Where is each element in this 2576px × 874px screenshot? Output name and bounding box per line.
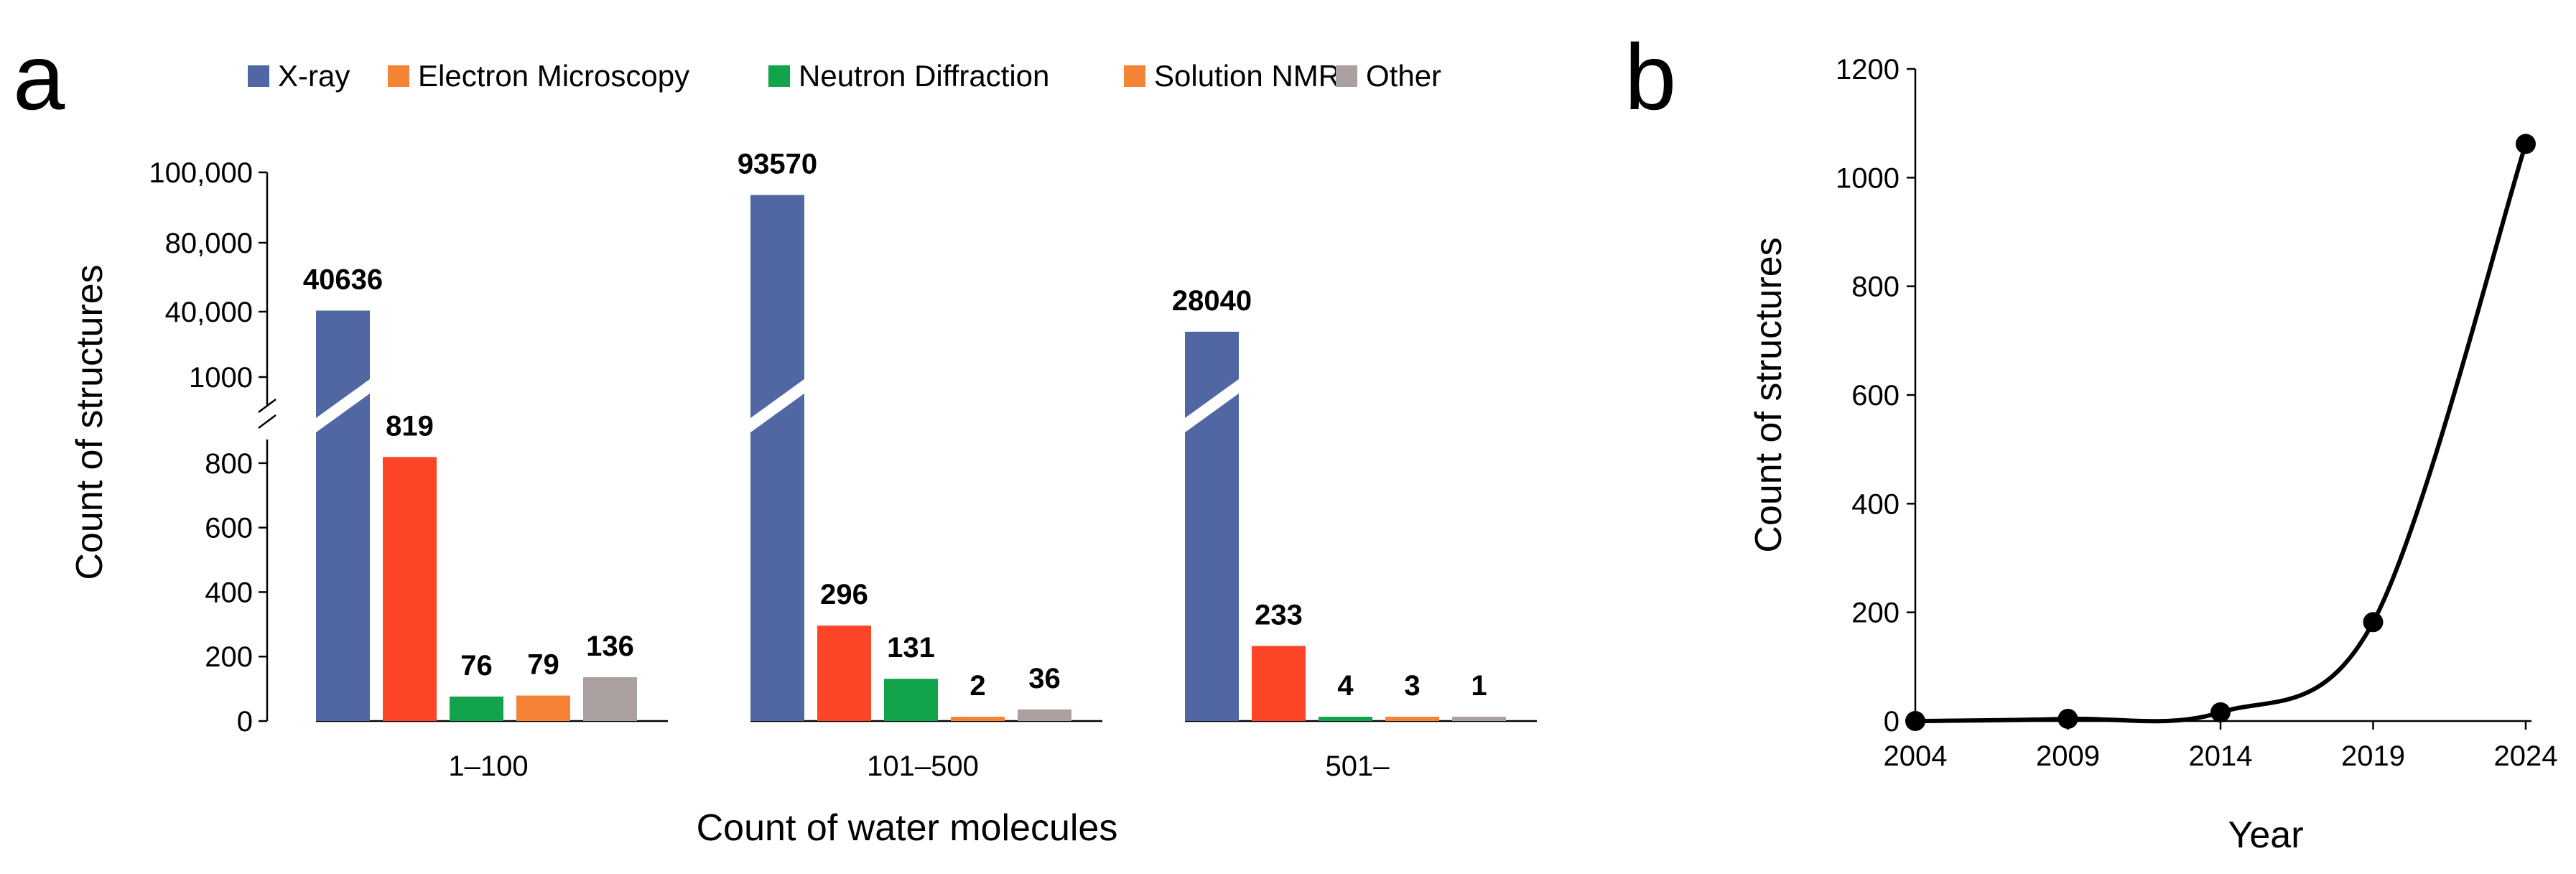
- bar-neutron-diffraction-3: [1319, 717, 1372, 721]
- panel-a-y-tick-label: 40,000: [165, 297, 253, 328]
- panel-b-y-tick-label: 600: [1851, 380, 1900, 412]
- data-label-x-ray-1: 40636: [303, 264, 383, 295]
- panel-b-line-chart: 0 200 400 600 800 1000 1200 2004 2009 2014 2019 202…: [1748, 54, 2557, 856]
- panel-b-y-tick-label: 400: [1851, 488, 1900, 520]
- legend-swatch-x-ray: [248, 65, 269, 87]
- data-label-neutron-diffraction-2: 131: [887, 632, 935, 664]
- panel-a-bars: [313, 195, 1506, 722]
- data-label-other-2: 36: [1028, 663, 1061, 694]
- data-label-x-ray-2: 93570: [738, 149, 817, 180]
- panel-a-y-tick-label: 200: [205, 641, 253, 673]
- bar-other-2: [1018, 709, 1071, 721]
- data-label-x-ray-3: 28040: [1172, 285, 1252, 317]
- data-label-solution-nmr-2: 2: [970, 670, 985, 702]
- bar-x-ray-2: [750, 195, 804, 722]
- data-label-other-3: 1: [1471, 670, 1487, 702]
- data-point-2019: [2363, 612, 2384, 633]
- panel-a-bar-chart: X-ray Electron Microscopy Neutron Diffract…: [69, 59, 1537, 849]
- bar-neutron-diffraction-1: [450, 696, 503, 721]
- legend-label-x-ray: X-ray: [278, 59, 350, 93]
- data-point-2009: [2057, 708, 2078, 729]
- panel-b-y-tick-label: 0: [1884, 706, 1900, 738]
- legend-swatch-solution-nmr: [1124, 65, 1145, 87]
- legend-label-electron-microscopy: Electron Microscopy: [418, 59, 689, 93]
- legend-label-other: Other: [1366, 59, 1441, 93]
- panel-b-x-tick-label: 2009: [2036, 740, 2100, 772]
- panel-a-x-tick-label: 101–500: [867, 750, 979, 782]
- panel-a-letter: a: [13, 24, 65, 129]
- bar-solution-nmr-3: [1385, 717, 1439, 721]
- data-label-neutron-diffraction-1: 76: [460, 650, 493, 682]
- panel-b-y-tick-label: 800: [1851, 271, 1900, 303]
- data-label-electron-microscopy-2: 296: [820, 579, 868, 610]
- panel-a-y-tick-label: 600: [205, 513, 253, 544]
- panel-a-x-tick-label: 1–100: [448, 750, 528, 782]
- data-label-electron-microscopy-3: 233: [1255, 599, 1303, 631]
- panel-a-y-tick-label: 1000: [189, 362, 253, 394]
- data-label-electron-microscopy-1: 819: [386, 410, 434, 442]
- panel-a-data-labels: 40636 93570 28040 819 296 233 76 131 4 79 2 3 136 36 1: [303, 149, 1487, 702]
- panel-b-letter: b: [1624, 24, 1676, 129]
- panel-b-x-tick-label: 2019: [2341, 740, 2405, 772]
- panel-b-y-tick-label: 200: [1851, 598, 1900, 629]
- bar-electron-microscopy-1: [383, 457, 437, 721]
- legend-label-neutron-diffraction: Neutron Diffraction: [799, 59, 1049, 93]
- bar-solution-nmr-1: [516, 695, 570, 721]
- data-point-2014: [2210, 702, 2231, 722]
- panel-a-y-tick-label: 100,000: [149, 157, 253, 189]
- data-label-solution-nmr-1: 79: [527, 649, 559, 681]
- panel-a-y-tick-label: 0: [237, 706, 253, 738]
- panel-b-x-tick-label: 2014: [2189, 740, 2253, 772]
- bar-break-mark: [1182, 377, 1242, 434]
- bar-electron-microscopy-2: [817, 626, 871, 721]
- bar-break-mark: [313, 377, 373, 434]
- panel-b-plot: [1905, 134, 2536, 731]
- legend-swatch-other: [1336, 65, 1357, 87]
- bar-x-ray-1: [316, 310, 370, 721]
- panel-a-axis-break-mark: [258, 414, 276, 429]
- data-label-solution-nmr-3: 3: [1404, 670, 1420, 702]
- panel-a-axis-break-mark: [258, 399, 276, 413]
- panel-b-y-tick-label: 1000: [1836, 162, 1900, 194]
- legend-label-solution-nmr: Solution NMR: [1154, 59, 1340, 93]
- data-label-neutron-diffraction-3: 4: [1337, 670, 1354, 702]
- panel-a-x-tick-label: 501–: [1326, 750, 1390, 782]
- panel-b-x-tick-label: 2024: [2494, 740, 2558, 772]
- panel-a-y-axis-title: Count of structures: [69, 264, 111, 580]
- bar-electron-microscopy-3: [1252, 646, 1306, 721]
- panel-a-y-tick-label: 80,000: [165, 228, 253, 259]
- legend: X-ray Electron Microscopy Neutron Diffract…: [248, 59, 1441, 93]
- bar-other-3: [1452, 717, 1506, 721]
- panel-b-x-axis-title: Year: [2228, 814, 2303, 856]
- data-label-other-1: 136: [586, 631, 634, 662]
- bar-break-mark: [748, 377, 807, 434]
- panel-b-y-axis-title: Count of structures: [1748, 237, 1790, 552]
- data-point-2024: [2516, 134, 2536, 154]
- data-point-2004: [1905, 711, 1925, 731]
- legend-swatch-neutron-diffraction: [768, 65, 790, 87]
- panel-b-y-tick-label: 1200: [1836, 54, 1900, 85]
- panel-b-axes: 0 200 400 600 800 1000 1200 2004 2009 2014 2019 202…: [1836, 54, 2557, 772]
- bar-solution-nmr-2: [951, 717, 1005, 721]
- panel-a-x-axis-title: Count of water molecules: [697, 807, 1118, 849]
- bar-other-1: [583, 677, 637, 721]
- panel-a-axes: 0 200 400 600 800 1000 40,000 80,000 100,000 1–10…: [149, 157, 1537, 782]
- panel-b-x-tick-label: 2004: [1884, 740, 1948, 772]
- panel-a-y-tick-label: 400: [205, 577, 253, 608]
- panel-a-y-tick-label: 800: [205, 448, 253, 480]
- legend-swatch-electron-microscopy: [388, 65, 409, 87]
- panel-b-trend-line: [1915, 143, 2528, 724]
- bar-neutron-diffraction-2: [884, 679, 938, 721]
